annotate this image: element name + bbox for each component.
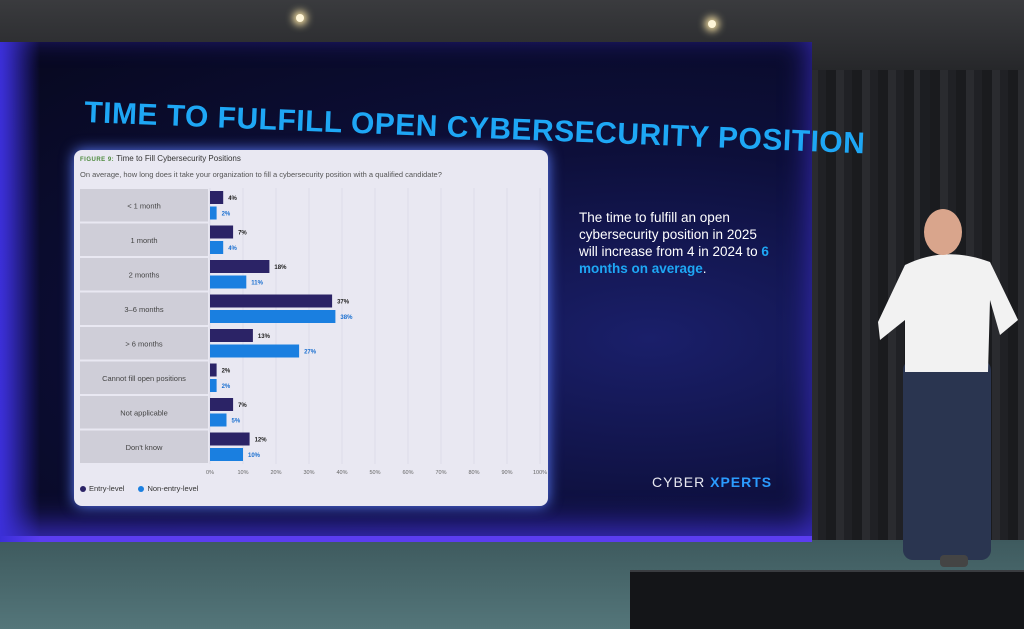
x-tick-label: 0% [206, 470, 214, 476]
x-tick-label: 90% [501, 470, 512, 476]
data-label: 4% [228, 196, 237, 202]
bar-entry-level [210, 191, 224, 204]
category-label: Not applicable [120, 408, 168, 417]
data-label: 38% [340, 315, 353, 321]
cyberxperts-logo: CYBER XPERTS [652, 474, 772, 490]
x-tick-label: 60% [402, 470, 413, 476]
data-label: 10% [248, 453, 261, 459]
legend-dot [138, 486, 145, 493]
data-label: 4% [228, 246, 237, 252]
legend-label: Entry-level [89, 484, 125, 493]
bar-non-entry-level [210, 413, 227, 427]
category-cell [80, 292, 208, 325]
bar-non-entry-level [210, 275, 247, 289]
bar-non-entry-level [210, 344, 300, 358]
x-tick-label: 80% [468, 470, 479, 476]
data-label: 11% [251, 281, 263, 287]
data-label: 2% [222, 212, 231, 218]
ceiling-light [296, 14, 304, 22]
bar-entry-level [210, 225, 234, 239]
category-cell [80, 361, 208, 394]
category-label: Don't know [126, 443, 163, 452]
category-label: 3–6 months [124, 305, 163, 314]
chart-legend: Entry-level Non-entry-level [80, 484, 198, 493]
x-tick-label: 20% [270, 470, 281, 476]
category-label: 2 months [129, 270, 160, 279]
data-label: 7% [238, 231, 247, 237]
ceiling-light [708, 20, 716, 28]
data-label: 7% [238, 403, 247, 409]
x-tick-label: 30% [303, 470, 314, 476]
category-label: > 6 months [125, 339, 163, 348]
category-label: 1 month [130, 236, 157, 245]
data-label: 37% [337, 300, 350, 306]
chart-card: FIGURE 9: Time to Fill Cybersecurity Pos… [74, 150, 548, 506]
legend-non-entry-level: Non-entry-level [138, 484, 198, 493]
x-tick-label: 10% [237, 470, 248, 476]
presenter-head [924, 209, 962, 255]
category-cell [80, 396, 208, 429]
stage-edge [630, 570, 1024, 629]
presenter-shirt [878, 254, 1018, 372]
presenter-shoe [940, 555, 968, 567]
category-cell [80, 189, 208, 222]
data-label: 5% [232, 419, 241, 425]
bar-non-entry-level [210, 310, 336, 323]
data-label: 18% [274, 265, 287, 271]
logo-left: CYBER [652, 474, 706, 490]
bar-entry-level [210, 398, 234, 411]
logo-right: XPERTS [710, 474, 773, 490]
category-label: < 1 month [127, 201, 161, 210]
bar-entry-level [210, 329, 253, 342]
category-cell [80, 258, 208, 291]
bar-non-entry-level [210, 241, 224, 254]
bar-non-entry-level [210, 448, 243, 461]
legend-entry-level: Entry-level [80, 484, 124, 493]
data-label: 27% [304, 350, 317, 356]
category-cell [80, 223, 208, 256]
x-tick-label: 70% [435, 470, 446, 476]
data-label: 12% [255, 438, 268, 444]
x-tick-label: 100% [533, 470, 547, 476]
legend-dot [80, 486, 86, 493]
bar-entry-level [210, 432, 250, 446]
x-tick-label: 40% [336, 470, 347, 476]
bar-entry-level [210, 363, 217, 377]
screen-glow [0, 42, 40, 542]
bar-entry-level [210, 294, 333, 308]
slide-statement: The time to fulfill an open cybersecurit… [579, 209, 779, 277]
bar-entry-level [210, 260, 270, 273]
statement-highlight: 6 months on average [579, 244, 769, 276]
category-cell [80, 327, 208, 360]
chart-title: Time to Fill Cybersecurity Positions [116, 154, 241, 163]
category-cell [80, 430, 208, 463]
data-label: 13% [258, 334, 271, 340]
data-label: 2% [222, 369, 231, 375]
bar-non-entry-level [210, 379, 217, 392]
figure-number: FIGURE 9: [80, 157, 115, 163]
chart-subtitle: On average, how long does it take your o… [80, 170, 442, 179]
legend-label: Non-entry-level [147, 484, 199, 493]
presenter-trousers [903, 360, 991, 560]
statement-text: The time to fulfill an open cybersecurit… [579, 210, 758, 259]
bar-non-entry-level [210, 206, 217, 220]
statement-suffix: . [702, 261, 707, 276]
x-tick-label: 50% [369, 470, 380, 476]
data-label: 2% [222, 384, 231, 390]
bar-chart: 0% 10% 20% 30% 40% 50% 60% 70% 80% 90% 100% < 1 mon… [80, 188, 547, 476]
category-label: Cannot fill open positions [102, 374, 186, 383]
figure-caption: FIGURE 9: Time to Fill Cybersecurity Pos… [80, 154, 241, 163]
